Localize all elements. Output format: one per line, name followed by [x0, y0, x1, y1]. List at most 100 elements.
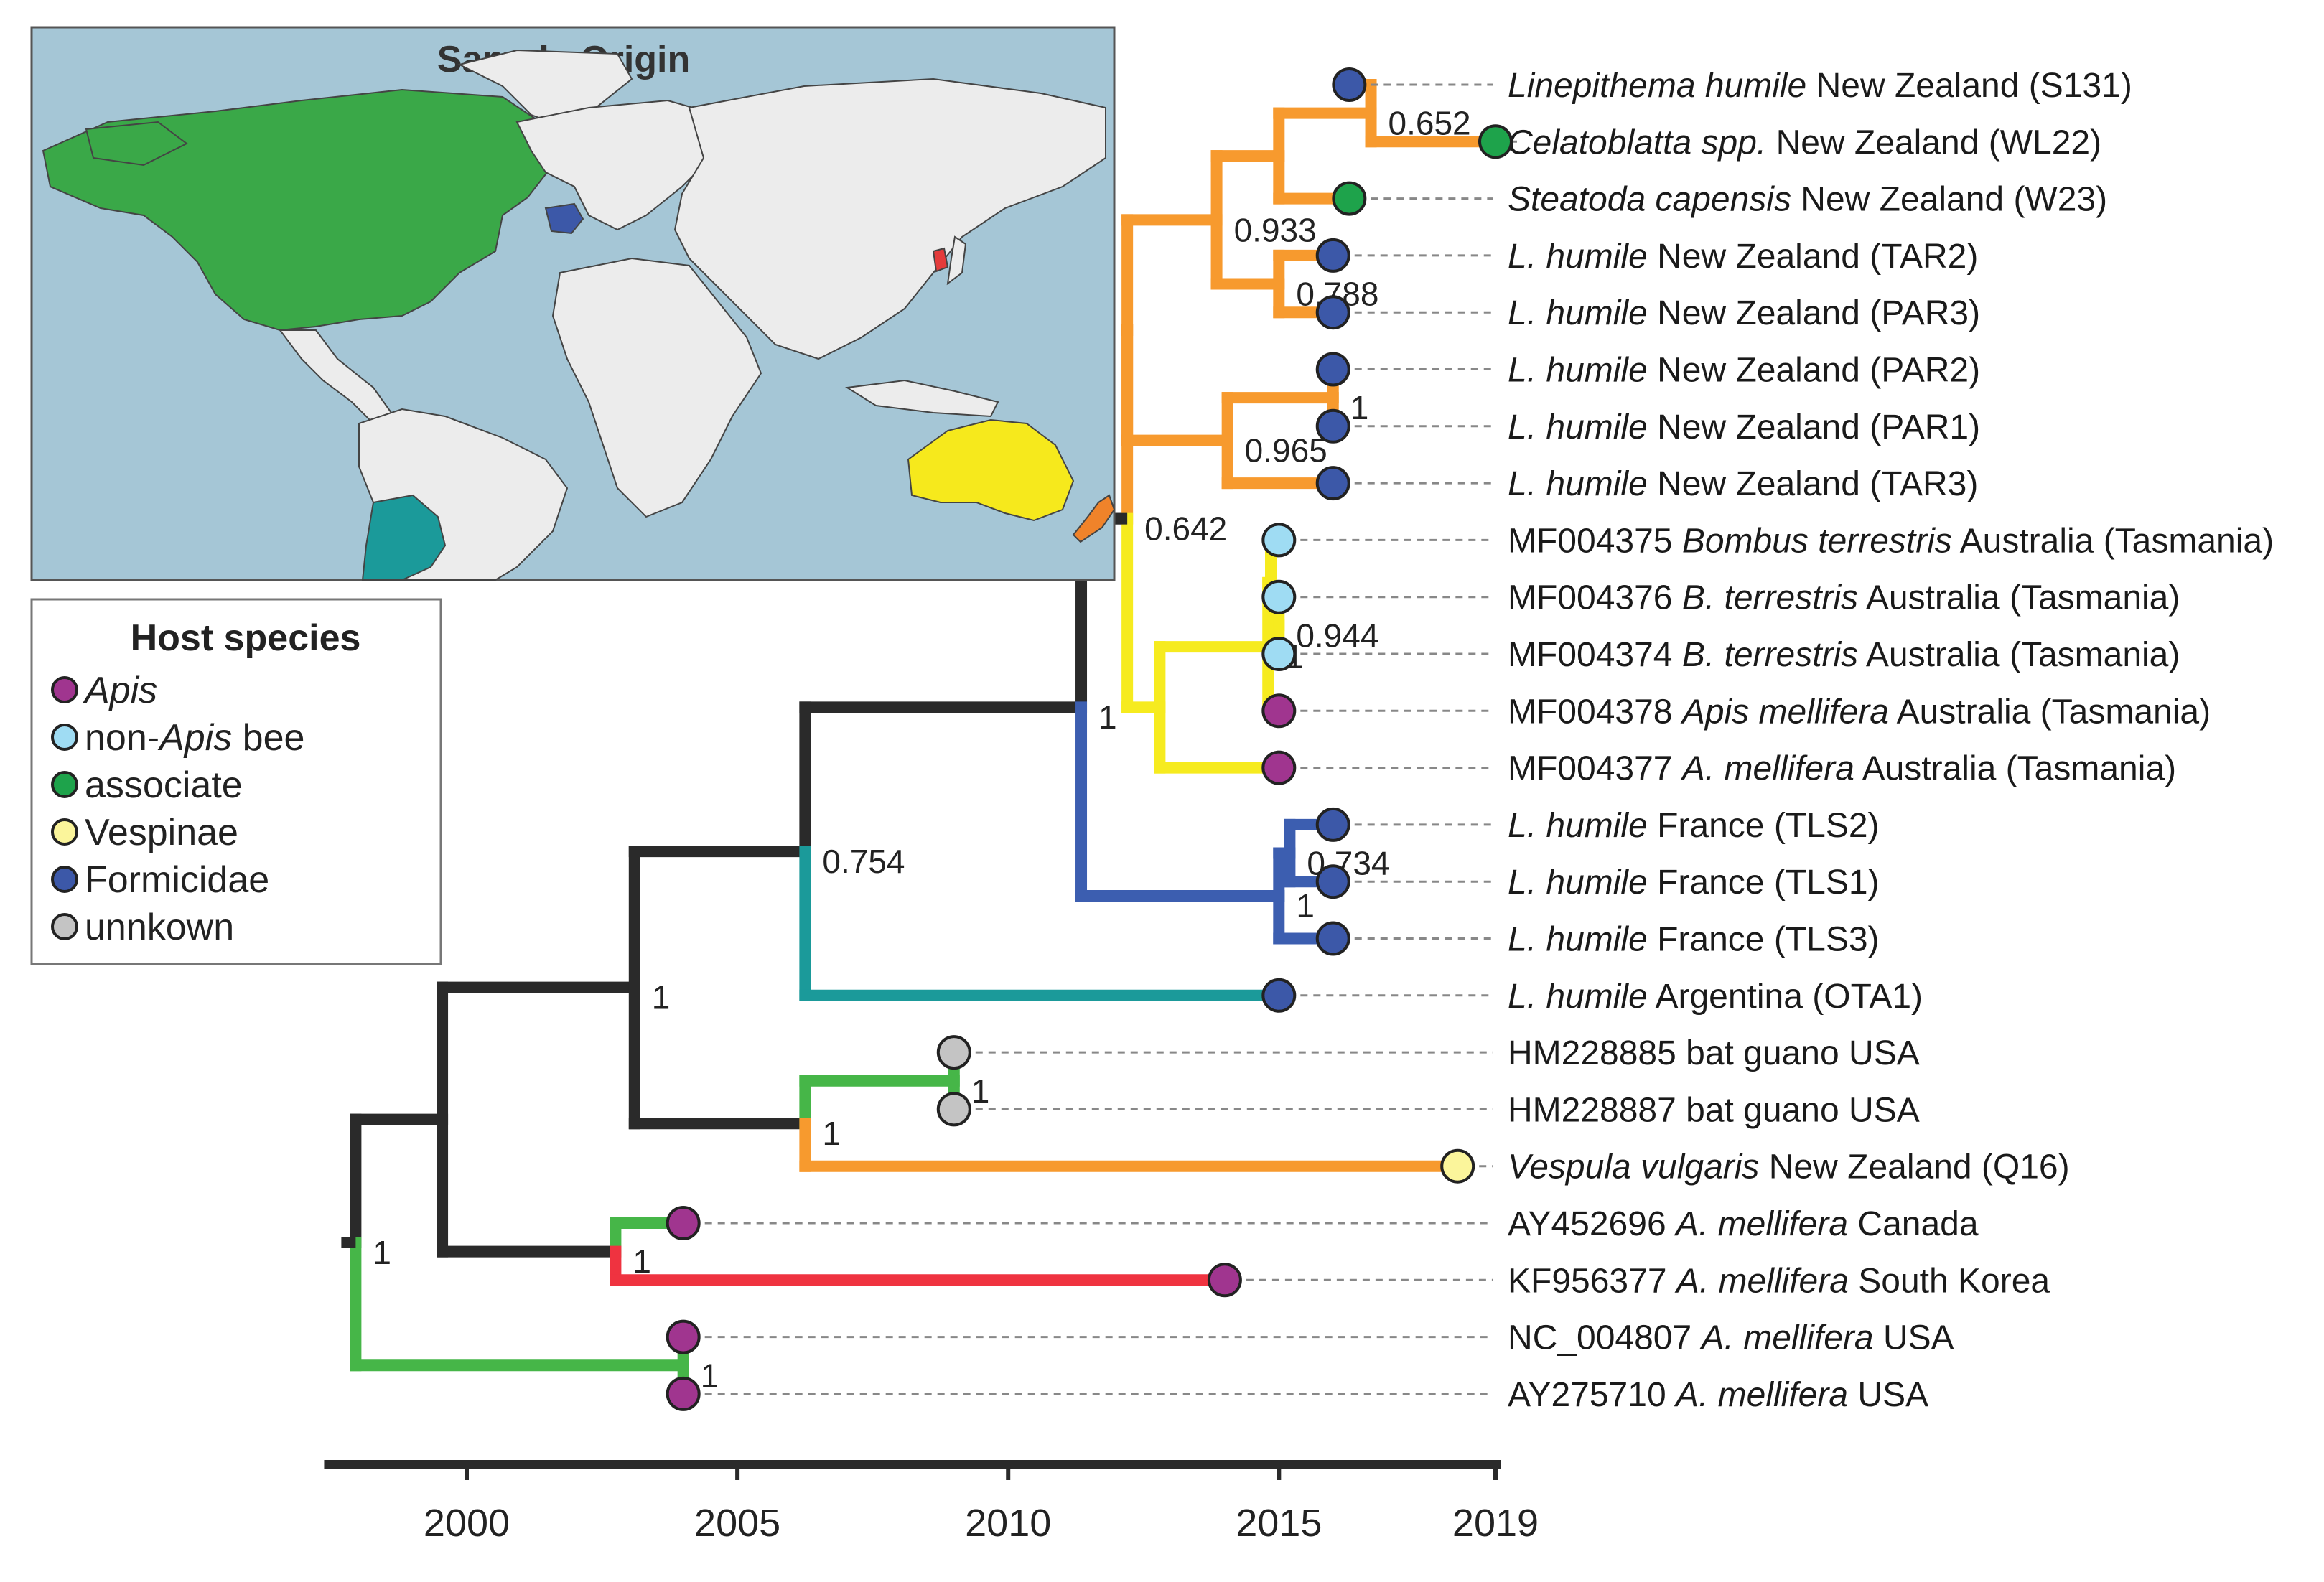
legend-label: Apis	[83, 670, 157, 711]
tip-label: MF004376 B. terrestris Australia (Tasman…	[1508, 579, 2180, 617]
tip-marker	[666, 1376, 701, 1411]
support-value: 1	[633, 1243, 651, 1281]
legend-swatch	[51, 913, 78, 940]
label-part-italic: A. mellifera	[1674, 1262, 1849, 1300]
tip-marker	[1315, 466, 1350, 501]
tip-marker	[1207, 1263, 1242, 1298]
label-part-italic: A. mellifera	[1674, 1205, 1848, 1243]
tip-marker	[1261, 523, 1297, 558]
tip-marker	[936, 1035, 971, 1070]
support-value: 1	[652, 979, 671, 1016]
tip-label: L. humile New Zealand (PAR1)	[1508, 408, 1980, 446]
label-part-suffix: New Zealand (TAR3)	[1648, 465, 1979, 503]
label-part-italic: A. mellifera	[1680, 750, 1854, 788]
tip-label: L. humile New Zealand (TAR2)	[1508, 238, 1978, 276]
label-part-prefix: MF004378	[1508, 693, 1682, 731]
map-region-new-zealand	[1072, 494, 1116, 543]
axis-tick-label: 2005	[694, 1502, 780, 1545]
label-part-suffix: South Korea	[1849, 1262, 2050, 1300]
axis-tick-label: 2000	[424, 1502, 510, 1545]
tip-markers	[666, 67, 1513, 1411]
label-part-prefix: AY275710	[1508, 1376, 1676, 1414]
label-part-prefix: KF956377	[1508, 1262, 1676, 1300]
support-value: 0.652	[1389, 105, 1471, 142]
label-part-suffix: New Zealand (TAR2)	[1648, 238, 1979, 276]
tip-label: Celatoblatta spp. New Zealand (WL22)	[1508, 123, 2101, 162]
axis-tick-label: 2010	[965, 1502, 1051, 1545]
axis-tick-label: 2015	[1236, 1502, 1322, 1545]
sample-origin-map: Sample Origin	[30, 26, 1116, 581]
label-part-suffix: New Zealand (WL22)	[1766, 123, 2101, 162]
legend-title: Host species	[131, 617, 361, 659]
label-part-prefix: non-	[85, 717, 159, 759]
legend-swatch	[51, 724, 78, 751]
leader-lines	[704, 83, 1517, 1395]
label-part-suffix: Argentina (OTA1)	[1648, 978, 1923, 1016]
tip-label: AY452696 A. mellifera Canada	[1508, 1205, 1979, 1243]
label-part-suffix: Australia (Tasmania)	[1854, 750, 2176, 788]
tip-label: L. humile France (TLS3)	[1508, 921, 1880, 959]
label-part-italic: A. mellifera	[1699, 1319, 1874, 1357]
phylogenetic-tree: Linepithema humile New Zealand (S131) Cel…	[341, 67, 2274, 1414]
tip-marker	[1332, 181, 1367, 216]
label-part-italic: Bombus terrestris	[1682, 522, 1952, 560]
tip-label: Linepithema humile New Zealand (S131)	[1508, 67, 2132, 105]
tip-marker	[1261, 750, 1297, 785]
legend-label: associate	[85, 764, 243, 806]
label-part-prefix: Vespinae	[85, 812, 238, 853]
support-value: 1	[822, 1115, 841, 1152]
tip-marker	[1478, 124, 1513, 159]
tip-label: MF004378 Apis mellifera Australia (Tasma…	[1508, 693, 2211, 731]
tip-marker	[936, 1092, 971, 1127]
label-part-italic: Vespula vulgaris	[1508, 1148, 1759, 1186]
tip-label: MF004374 B. terrestris Australia (Tasman…	[1508, 636, 2180, 674]
map-region-france	[544, 202, 584, 235]
support-value: 1	[1098, 698, 1117, 736]
label-part-prefix: MF004377	[1508, 750, 1682, 788]
tip-label: L. humile New Zealand (PAR3)	[1508, 294, 1980, 332]
label-part-italic: L. humile	[1508, 978, 1648, 1016]
tip-marker	[1261, 693, 1297, 729]
tip-marker	[1315, 807, 1350, 842]
label-part-italic: Apis	[83, 670, 157, 711]
label-part-italic: Apis mellifera	[1680, 693, 1889, 731]
tip-label: Steatoda capensis New Zealand (W23)	[1508, 181, 2107, 219]
label-part-italic: L. humile	[1508, 408, 1648, 446]
label-part-suffix: Canada	[1848, 1205, 1979, 1243]
tip-label: MF004375 Bombus terrestris Australia (Ta…	[1508, 522, 2274, 560]
label-part-suffix: France (TLS3)	[1648, 921, 1880, 959]
time-axis: 2000 2005 2010 2015 2019	[324, 1460, 1539, 1545]
tip-label: HM228887 bat guano USA	[1508, 1091, 1920, 1129]
tip-label: AY275710 A. mellifera USA	[1508, 1376, 1928, 1414]
support-value: 1	[701, 1357, 719, 1394]
label-part-italic: B. terrestris	[1682, 636, 1858, 674]
legend-label: non-Apis bee	[85, 717, 304, 759]
label-part-prefix: NC_004807	[1508, 1319, 1702, 1357]
tip-label: L. humile New Zealand (PAR2)	[1508, 352, 1980, 390]
tip-label: MF004377 A. mellifera Australia (Tasmani…	[1508, 750, 2176, 788]
label-part-italic: L. humile	[1508, 807, 1648, 845]
tip-marker	[1315, 864, 1350, 899]
map-region-australia	[907, 418, 1075, 522]
label-part-prefix: HM228885 bat guano USA	[1508, 1034, 1920, 1072]
tip-marker	[1332, 67, 1367, 102]
legend-box	[30, 598, 442, 965]
label-part-italic: Apis	[157, 717, 232, 759]
label-part-prefix: AY452696	[1508, 1205, 1676, 1243]
legend-swatch	[51, 676, 78, 703]
label-part-prefix: MF004374	[1508, 636, 1682, 674]
label-part-suffix: France (TLS1)	[1648, 863, 1880, 902]
support-value: 1	[971, 1072, 990, 1110]
support-value: 1	[1350, 389, 1369, 426]
tip-marker	[1315, 295, 1350, 330]
tip-label: L. humile France (TLS1)	[1508, 863, 1880, 902]
axis-tick-label: 2019	[1452, 1502, 1539, 1545]
tip-labels: Linepithema humile New Zealand (S131) Cel…	[1508, 67, 2274, 1414]
label-part-suffix: New Zealand (PAR3)	[1648, 294, 1980, 332]
label-part-suffix: bee	[232, 717, 304, 759]
tip-marker	[666, 1319, 701, 1354]
legend-swatch	[51, 866, 78, 893]
